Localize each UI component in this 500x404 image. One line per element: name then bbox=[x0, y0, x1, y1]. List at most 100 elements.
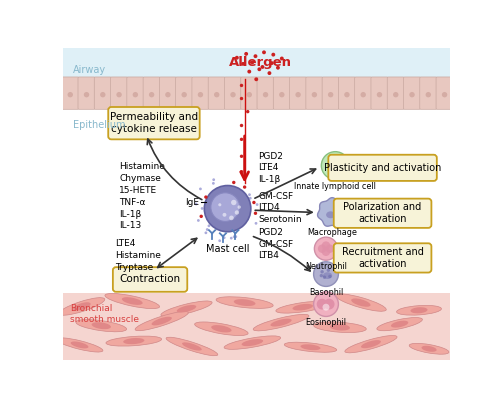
Circle shape bbox=[232, 181, 235, 184]
Circle shape bbox=[296, 92, 301, 97]
FancyBboxPatch shape bbox=[334, 243, 432, 273]
Circle shape bbox=[344, 92, 350, 97]
Ellipse shape bbox=[135, 311, 188, 331]
Circle shape bbox=[199, 187, 202, 190]
Circle shape bbox=[211, 193, 240, 221]
FancyBboxPatch shape bbox=[328, 155, 437, 181]
Circle shape bbox=[320, 270, 324, 274]
Circle shape bbox=[218, 239, 221, 242]
FancyBboxPatch shape bbox=[78, 77, 95, 109]
Circle shape bbox=[234, 210, 239, 215]
Circle shape bbox=[218, 203, 222, 206]
Circle shape bbox=[204, 196, 208, 199]
Ellipse shape bbox=[92, 322, 111, 329]
Circle shape bbox=[116, 92, 122, 97]
Ellipse shape bbox=[330, 324, 350, 330]
Circle shape bbox=[320, 274, 323, 277]
Circle shape bbox=[246, 110, 250, 113]
Ellipse shape bbox=[253, 314, 309, 331]
Circle shape bbox=[328, 275, 332, 278]
Circle shape bbox=[318, 244, 326, 253]
Circle shape bbox=[410, 92, 414, 97]
Text: Polarization and
activation: Polarization and activation bbox=[344, 202, 421, 225]
Circle shape bbox=[322, 248, 330, 256]
Circle shape bbox=[248, 69, 251, 74]
Circle shape bbox=[256, 203, 258, 206]
Circle shape bbox=[254, 222, 258, 225]
Circle shape bbox=[212, 178, 215, 181]
Circle shape bbox=[235, 56, 239, 60]
Circle shape bbox=[254, 54, 258, 58]
FancyBboxPatch shape bbox=[143, 77, 160, 109]
Circle shape bbox=[149, 92, 154, 97]
Circle shape bbox=[314, 237, 338, 260]
Ellipse shape bbox=[292, 304, 313, 311]
Circle shape bbox=[268, 71, 272, 75]
Circle shape bbox=[222, 213, 226, 217]
Ellipse shape bbox=[122, 297, 142, 305]
Circle shape bbox=[244, 52, 248, 56]
Ellipse shape bbox=[105, 293, 160, 309]
Circle shape bbox=[231, 200, 236, 205]
FancyBboxPatch shape bbox=[108, 107, 200, 139]
Circle shape bbox=[314, 262, 338, 286]
Ellipse shape bbox=[314, 322, 366, 332]
Text: GM-CSF
LTD4
Serotonin: GM-CSF LTD4 Serotonin bbox=[258, 192, 302, 224]
Circle shape bbox=[254, 77, 258, 81]
Text: Basophil: Basophil bbox=[309, 288, 343, 297]
FancyBboxPatch shape bbox=[241, 77, 258, 109]
Ellipse shape bbox=[70, 341, 88, 348]
Ellipse shape bbox=[270, 319, 291, 326]
Ellipse shape bbox=[177, 305, 196, 313]
FancyBboxPatch shape bbox=[334, 199, 432, 228]
Circle shape bbox=[328, 158, 343, 173]
Text: PGD2
LTE4
IL-1β: PGD2 LTE4 IL-1β bbox=[258, 152, 283, 184]
Bar bbox=[62, 293, 450, 360]
Text: Histamine
Chymase
15-HETE
TNF-α
IL-1β
IL-13: Histamine Chymase 15-HETE TNF-α IL-1β IL… bbox=[119, 162, 165, 230]
Circle shape bbox=[250, 61, 254, 64]
Ellipse shape bbox=[234, 299, 256, 306]
Circle shape bbox=[200, 215, 203, 218]
Circle shape bbox=[204, 185, 251, 232]
Circle shape bbox=[393, 92, 398, 97]
Circle shape bbox=[68, 92, 73, 97]
Ellipse shape bbox=[166, 337, 218, 356]
Ellipse shape bbox=[224, 336, 280, 349]
Circle shape bbox=[212, 182, 215, 185]
Circle shape bbox=[238, 205, 241, 209]
Text: Eosinophil: Eosinophil bbox=[306, 318, 346, 327]
Text: Allergen: Allergen bbox=[229, 56, 292, 69]
Text: Innate lymphoid cell: Innate lymphoid cell bbox=[294, 182, 376, 191]
Circle shape bbox=[263, 92, 268, 97]
Circle shape bbox=[246, 92, 252, 97]
Bar bbox=[62, 48, 450, 91]
Ellipse shape bbox=[216, 297, 273, 308]
Circle shape bbox=[198, 92, 203, 97]
FancyBboxPatch shape bbox=[404, 77, 420, 109]
Circle shape bbox=[280, 57, 284, 61]
Circle shape bbox=[223, 236, 226, 239]
Ellipse shape bbox=[326, 211, 335, 218]
Ellipse shape bbox=[73, 302, 90, 311]
Ellipse shape bbox=[422, 346, 436, 352]
FancyBboxPatch shape bbox=[322, 77, 339, 109]
FancyBboxPatch shape bbox=[208, 77, 225, 109]
Ellipse shape bbox=[377, 318, 422, 331]
Ellipse shape bbox=[56, 338, 103, 352]
Ellipse shape bbox=[152, 317, 172, 325]
Circle shape bbox=[230, 237, 232, 240]
Ellipse shape bbox=[182, 342, 202, 351]
Text: IgE: IgE bbox=[185, 198, 199, 207]
Circle shape bbox=[214, 92, 220, 97]
Ellipse shape bbox=[300, 344, 320, 350]
Ellipse shape bbox=[396, 305, 442, 315]
Circle shape bbox=[252, 201, 256, 204]
Text: Permeability and
cytokine release: Permeability and cytokine release bbox=[110, 112, 198, 135]
Circle shape bbox=[360, 92, 366, 97]
Circle shape bbox=[322, 276, 326, 279]
Ellipse shape bbox=[123, 338, 144, 344]
FancyBboxPatch shape bbox=[371, 77, 388, 109]
Ellipse shape bbox=[284, 342, 337, 352]
Ellipse shape bbox=[345, 335, 397, 353]
Circle shape bbox=[234, 235, 237, 238]
